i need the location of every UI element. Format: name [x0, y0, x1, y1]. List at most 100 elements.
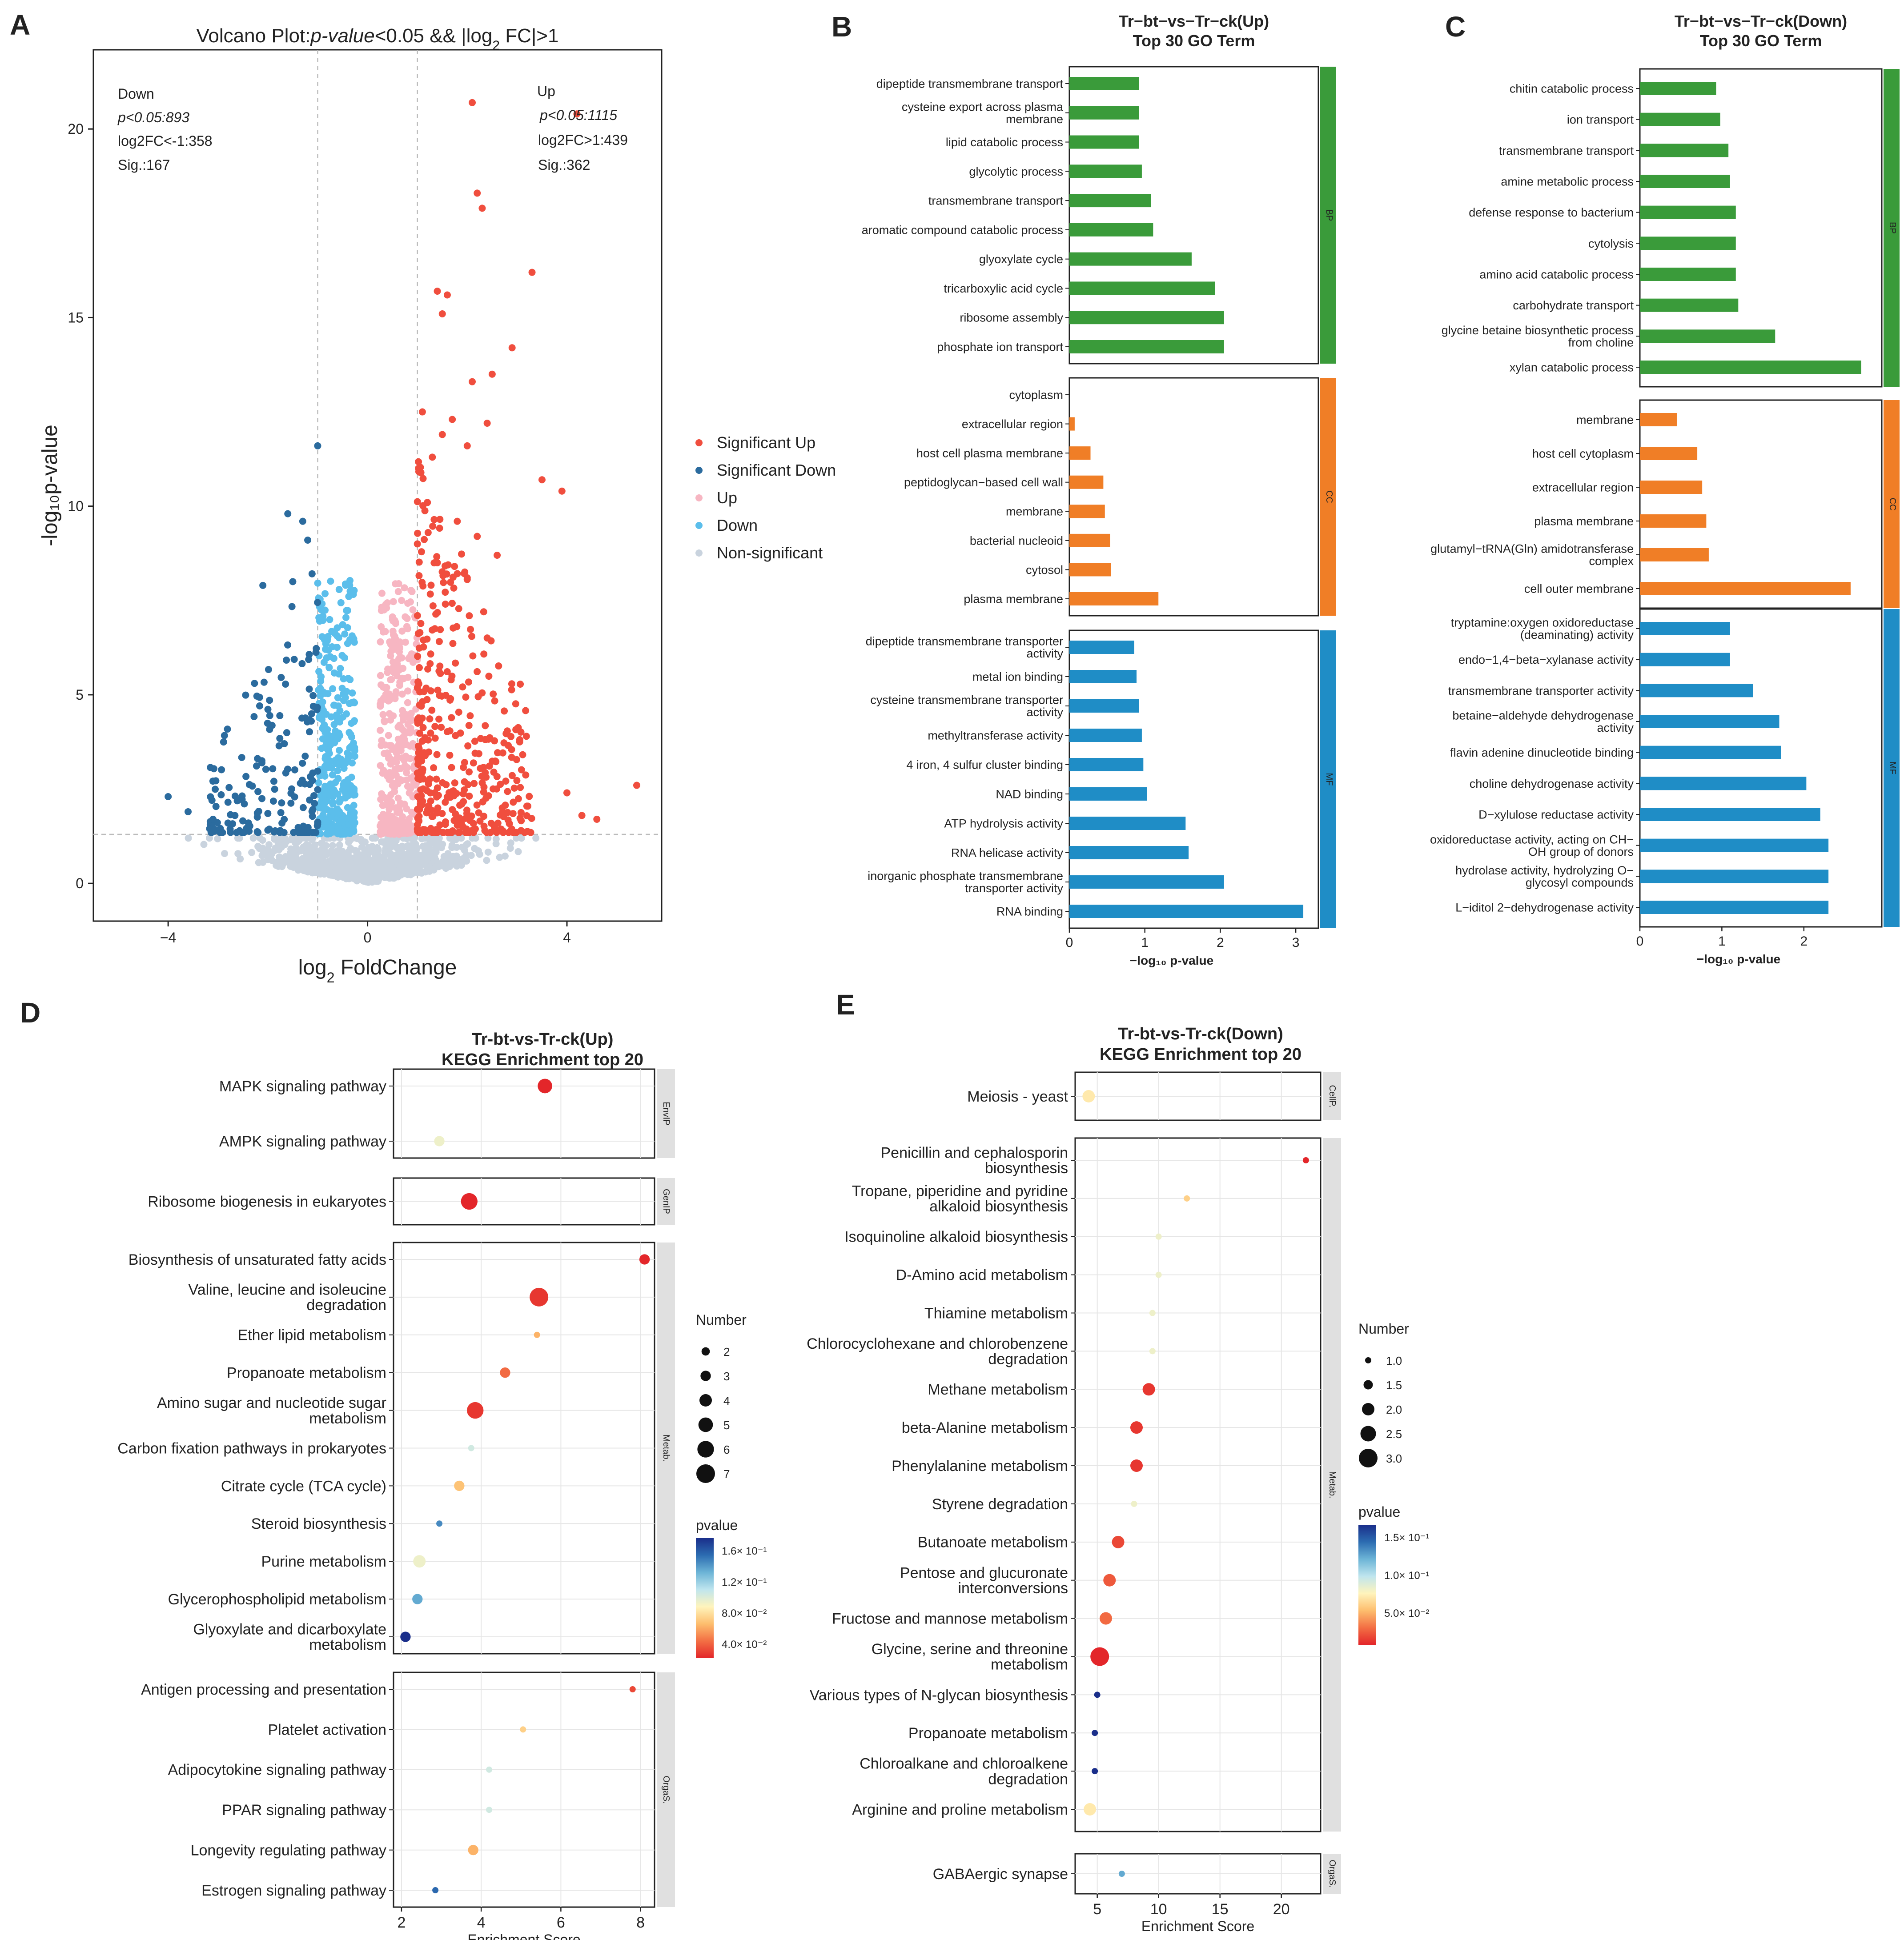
point-down	[334, 767, 341, 774]
go-term-label: from choline	[1568, 336, 1634, 349]
point-significant-up	[431, 789, 438, 797]
colorbar-tick-label: 4.0× 10⁻²	[722, 1639, 767, 1651]
size-legend-label: 2	[723, 1345, 730, 1359]
point-significant-down	[299, 804, 307, 811]
point-down	[320, 769, 328, 776]
pathway-label: PPAR signaling pathway	[222, 1802, 386, 1819]
point-up	[377, 726, 384, 734]
point-significant-up	[528, 269, 536, 276]
go-term-label: chitin catabolic process	[1510, 82, 1634, 95]
point-non-significant	[325, 868, 332, 875]
point-significant-up	[426, 775, 434, 783]
colorbar-tick-label: 1.6× 10⁻¹	[722, 1545, 767, 1557]
bubble	[1084, 1803, 1097, 1816]
point-significant-up	[455, 708, 462, 716]
point-non-significant	[458, 859, 466, 866]
point-non-significant	[518, 834, 525, 842]
title-part: p-value	[309, 25, 374, 47]
point-significant-up	[414, 684, 421, 691]
point-down	[335, 586, 343, 593]
point-non-significant	[277, 834, 285, 842]
x-tick-label: 4	[477, 1914, 486, 1931]
go-term-label: RNA helicase activity	[951, 846, 1064, 859]
point-significant-up	[509, 810, 517, 818]
kegg-title: Tr-bt-vs-Tr-ck(Down)	[1118, 1025, 1283, 1043]
point-significant-up	[471, 750, 479, 757]
point-non-significant	[512, 834, 520, 842]
go-term-label: flavin adenine dinucleotide binding	[1450, 746, 1634, 759]
point-down	[337, 599, 345, 606]
colorbar-tick-label: 8.0× 10⁻²	[722, 1607, 767, 1619]
point-significant-down	[264, 810, 272, 817]
go-term-label: cysteine transmembrane transporter	[870, 693, 1063, 707]
point-non-significant	[300, 843, 307, 851]
point-significant-up	[415, 664, 423, 671]
point-significant-up	[430, 764, 438, 772]
facet-frame	[1074, 1137, 1322, 1832]
point-up	[391, 788, 398, 795]
pathway-label: Propanoate metabolism	[227, 1365, 386, 1382]
point-significant-down	[256, 693, 263, 701]
point-significant-up	[440, 579, 447, 586]
point-down	[338, 652, 346, 659]
point-significant-up	[474, 533, 481, 540]
point-significant-up	[418, 738, 426, 745]
point-up	[408, 588, 416, 595]
bubble	[432, 1887, 439, 1893]
point-significant-up	[418, 771, 425, 778]
go-term-label: membrane	[1006, 505, 1063, 518]
go-chart-c: Tr−bt−vs−Tr−ck(Down) Top 30 GO Term BP CC MF…	[1636, 12, 1900, 966]
point-non-significant	[361, 864, 368, 871]
point-significant-up	[429, 453, 436, 461]
point-non-significant	[338, 850, 346, 858]
point-significant-up	[478, 689, 486, 697]
point-non-significant	[312, 852, 319, 859]
point-up	[399, 665, 407, 672]
point-significant-up	[469, 652, 477, 660]
point-significant-up	[436, 525, 443, 532]
point-up	[406, 742, 414, 750]
point-down	[336, 808, 343, 815]
point-significant-up	[526, 793, 533, 800]
point-significant-up	[442, 781, 450, 789]
go-bar	[1640, 361, 1861, 374]
legend-label: Significant Down	[717, 461, 836, 479]
point-significant-down	[299, 759, 306, 767]
point-significant-up	[508, 344, 516, 352]
point-significant-up	[466, 612, 473, 620]
point-non-significant	[427, 866, 435, 873]
x-tick-label: 0	[364, 930, 372, 946]
point-significant-up	[423, 635, 431, 643]
point-non-significant	[313, 862, 321, 870]
point-significant-down	[238, 754, 245, 761]
point-significant-up	[482, 722, 489, 730]
bubble	[1130, 1421, 1143, 1434]
point-significant-down	[209, 815, 217, 823]
point-up	[399, 734, 406, 742]
point-significant-down	[308, 570, 316, 577]
point-significant-up	[512, 700, 519, 708]
point-significant-up	[424, 529, 432, 537]
point-significant-up	[431, 625, 438, 633]
pathway-label: Fructose and mannose metabolism	[832, 1610, 1068, 1627]
point-up	[390, 820, 398, 828]
volcano-plot: −4 0 4 0 5 10 15 20 Volcano Plot:p-value<0.05 &&…	[38, 25, 836, 986]
pathway-label: Penicillin and cephalosporin	[881, 1145, 1068, 1162]
point-up	[383, 684, 390, 691]
pathway-label: Ether lipid metabolism	[238, 1327, 386, 1344]
point-significant-down	[224, 819, 232, 827]
point-down	[340, 765, 348, 772]
point-significant-up	[499, 829, 507, 836]
point-down	[323, 637, 331, 645]
point-significant-up	[453, 790, 460, 797]
point-significant-up	[502, 778, 510, 785]
point-non-significant	[265, 854, 273, 861]
point-down	[330, 828, 337, 836]
pathway-label: Longevity regulating pathway	[191, 1842, 386, 1859]
point-down	[314, 579, 321, 587]
point-down	[320, 786, 327, 794]
point-significant-up	[523, 812, 530, 820]
point-up	[377, 796, 385, 803]
point-non-significant	[413, 857, 421, 865]
point-down	[321, 645, 329, 653]
